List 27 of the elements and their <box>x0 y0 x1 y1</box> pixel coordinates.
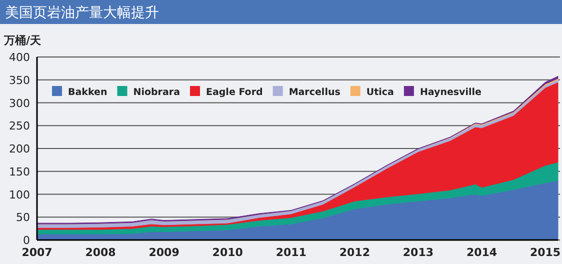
y-axis-title: 万桶/天 <box>3 34 42 47</box>
y-tick-label: 100 <box>9 188 30 202</box>
x-tick-label: 2011 <box>276 246 306 259</box>
legend-label: Bakken <box>68 87 108 98</box>
x-tick-label: 2014 <box>466 246 498 259</box>
legend-label: Eagle Ford <box>206 87 263 98</box>
legend-label: Marcellus <box>288 87 341 98</box>
y-tick-label: 0 <box>23 234 30 247</box>
legend-label: Haynesville <box>420 87 482 98</box>
y-tick-label: 200 <box>9 142 30 156</box>
y-tick-label: 350 <box>9 74 30 87</box>
y-tick-label: 400 <box>9 51 30 64</box>
legend-label: Utica <box>366 87 394 98</box>
title-bar: 美国页岩油产量大幅提升 <box>0 0 562 24</box>
x-tick-label: 2008 <box>85 246 116 259</box>
x-tick-label: 2015 <box>530 246 561 259</box>
x-tick-label: 2009 <box>148 246 180 259</box>
chart-title: 美国页岩油产量大幅提升 <box>5 5 159 21</box>
y-tick-label: 150 <box>9 165 30 178</box>
x-tick-label: 2013 <box>402 246 434 259</box>
x-tick-label: 2010 <box>212 246 244 259</box>
x-tick-label: 2007 <box>22 246 52 259</box>
legend-label: Niobrara <box>133 87 180 98</box>
y-tick-label: 250 <box>9 120 30 133</box>
y-tick-label: 300 <box>9 96 30 110</box>
y-tick-label: 50 <box>16 211 30 224</box>
x-tick-label: 2012 <box>339 246 370 259</box>
